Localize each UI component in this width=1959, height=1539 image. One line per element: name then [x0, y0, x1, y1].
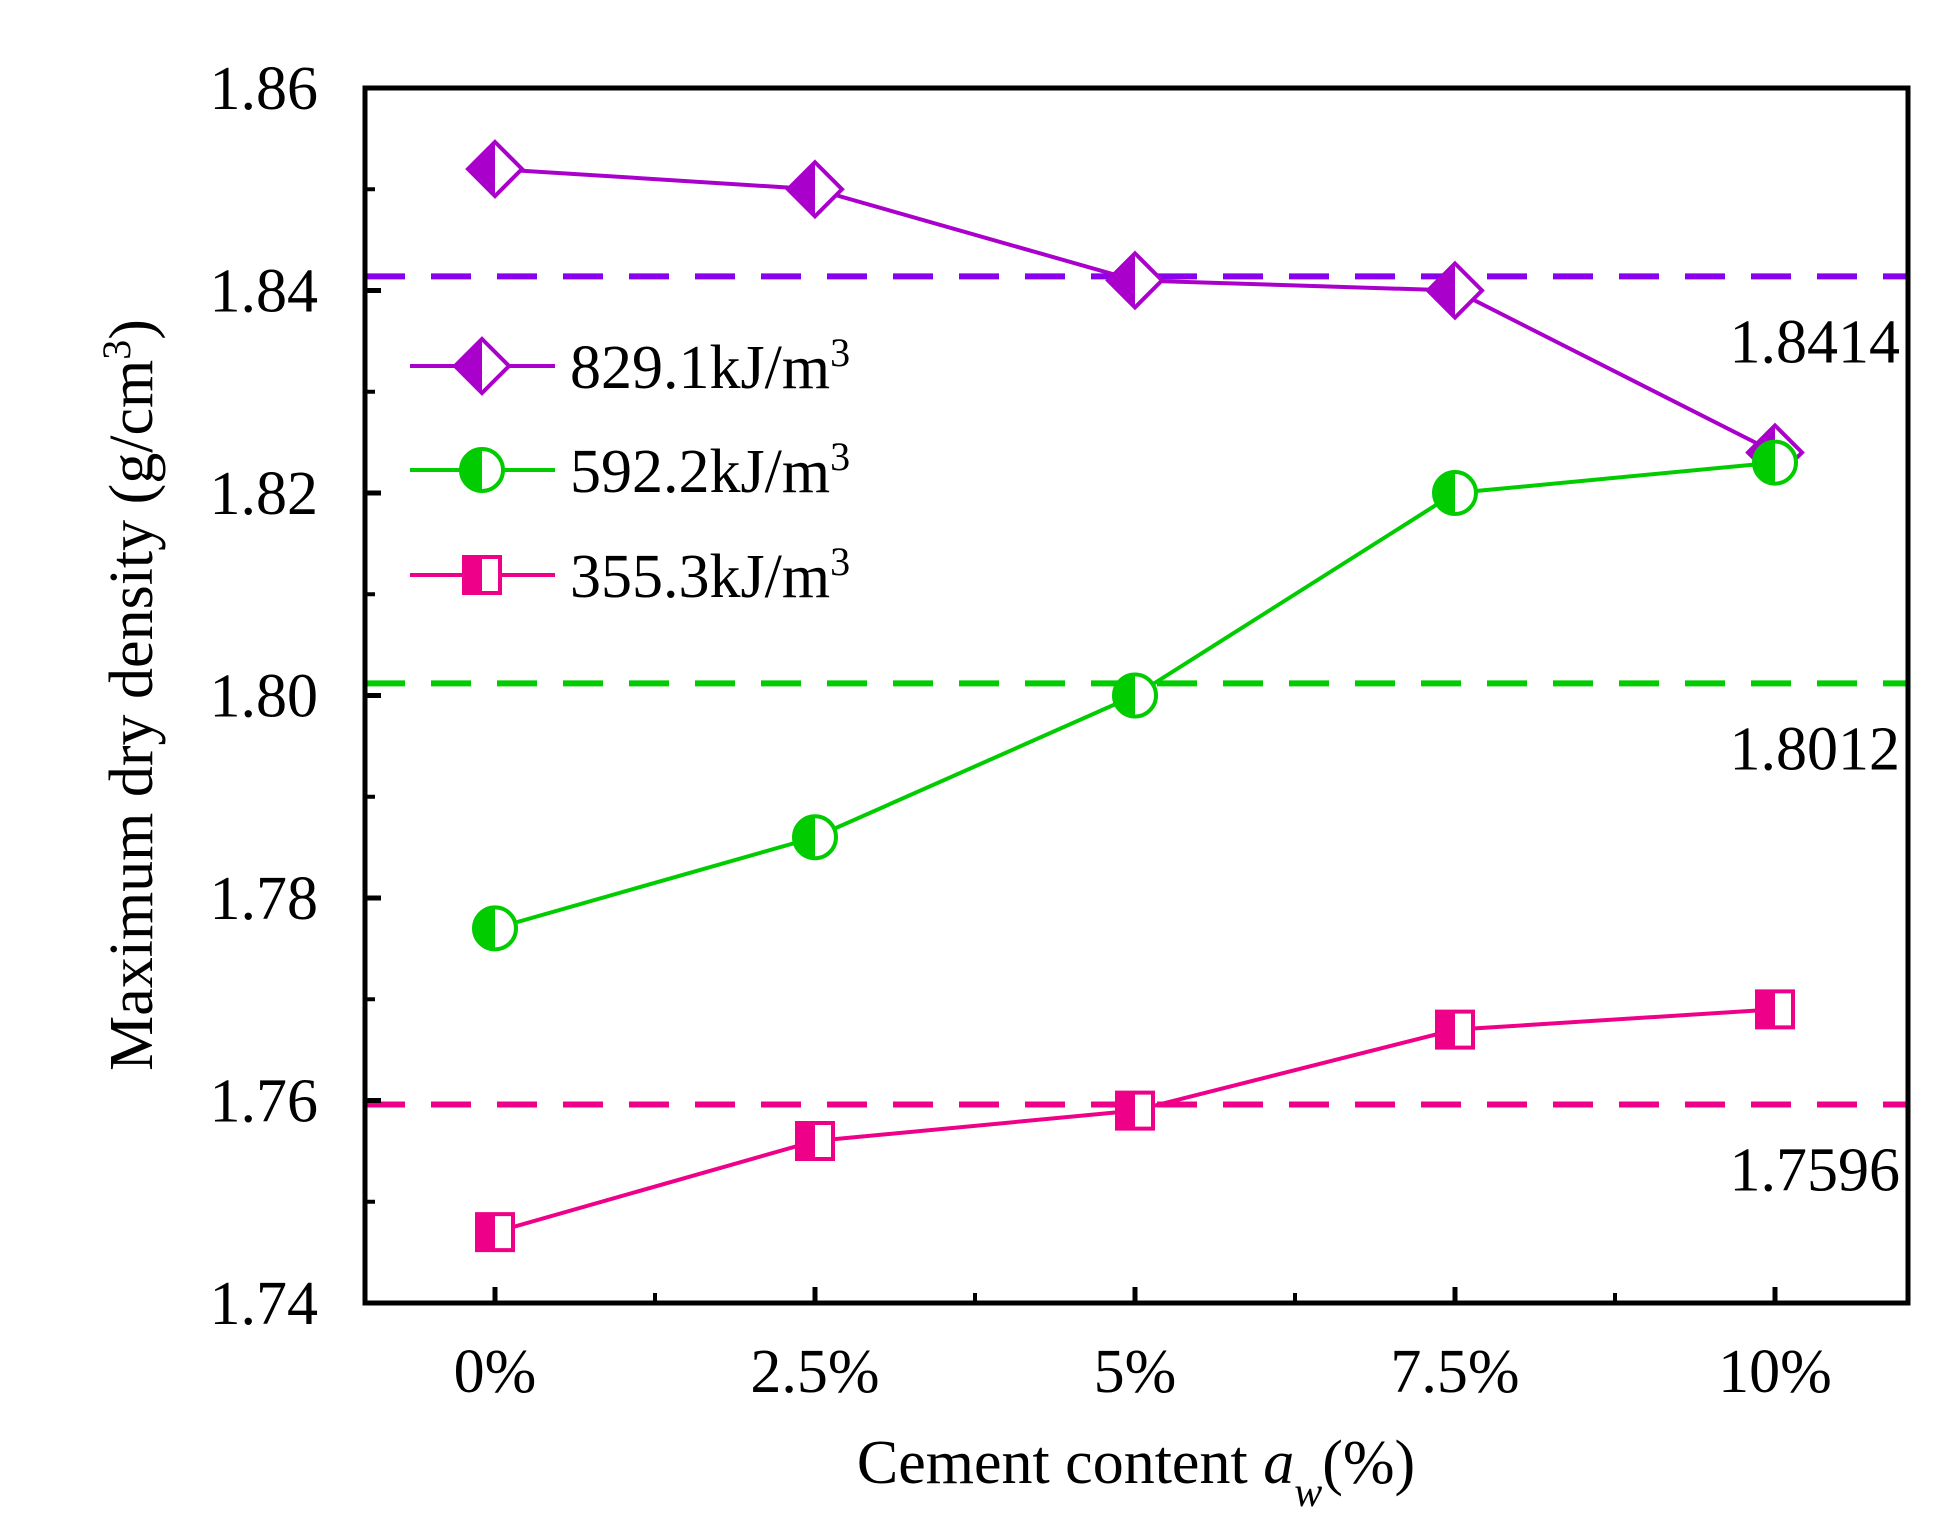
x-tick-label: 7.5%: [1390, 1338, 1519, 1406]
y-tick-label: 1.78: [210, 865, 319, 933]
series-line: [494, 167, 1776, 455]
x-tick-label: 2.5%: [750, 1338, 879, 1406]
data-point: [1115, 1090, 1155, 1131]
legend-label: 829.1kJ/m3: [570, 330, 850, 403]
data-point: [1752, 439, 1798, 486]
x-tick-label: 5%: [1094, 1338, 1177, 1406]
series-3: [475, 989, 1795, 1253]
legend-item: 829.1kJ/m3: [410, 330, 850, 403]
axis-ticks: 1.74 1.76 1.78 1.80 1.82 1.84 1.86 0% 2.5% 5% 7.5%…: [210, 55, 1832, 1406]
data-point: [1112, 672, 1158, 719]
y-axis-title-superscript: 3: [94, 340, 139, 360]
series-layer: [465, 139, 1805, 1253]
series-1: [465, 139, 1805, 483]
data-point: [795, 1121, 835, 1161]
data-point: [475, 1212, 515, 1253]
y-tick-label: 1.80: [210, 663, 319, 731]
reference-line-label: 1.8414: [1730, 308, 1901, 376]
data-point: [792, 814, 838, 861]
data-point: [1435, 1009, 1475, 1050]
legend-item: 592.2kJ/m3: [410, 434, 850, 507]
y-tick-label: 1.84: [210, 258, 319, 326]
data-point: [465, 139, 525, 199]
legend-item: 355.3kJ/m3: [410, 539, 850, 612]
data-point: [1425, 260, 1485, 321]
x-tick-label: 0%: [454, 1338, 537, 1406]
data-point: [472, 905, 518, 952]
data-point: [1432, 470, 1478, 516]
data-point: [459, 447, 505, 493]
y-axis-title: Maximum dry density (g/cm3): [94, 319, 167, 1071]
data-point: [785, 159, 845, 220]
data-point: [462, 555, 502, 595]
data-point: [452, 336, 512, 396]
y-tick-label: 1.76: [210, 1068, 319, 1136]
y-tick-label: 1.86: [210, 55, 319, 123]
x-axis-title: Cement content aw(%): [857, 1429, 1415, 1516]
y-tick-label: 1.82: [210, 460, 319, 528]
reference-line-label: 1.8012: [1730, 715, 1901, 783]
data-point: [1105, 250, 1165, 311]
legend-label: 592.2kJ/m3: [570, 434, 850, 507]
legend: 829.1kJ/m3 592.2kJ/m3 355.3kJ/m3: [410, 330, 850, 612]
legend-label: 355.3kJ/m3: [570, 539, 850, 612]
series-2: [472, 439, 1798, 952]
reference-line-label: 1.7596: [1730, 1137, 1901, 1205]
data-point: [1755, 989, 1795, 1030]
reference-lines: 1.8414 1.8012 1.7596: [365, 273, 1908, 1205]
x-tick-label: 10%: [1718, 1338, 1832, 1406]
y-tick-label: 1.74: [210, 1270, 319, 1338]
